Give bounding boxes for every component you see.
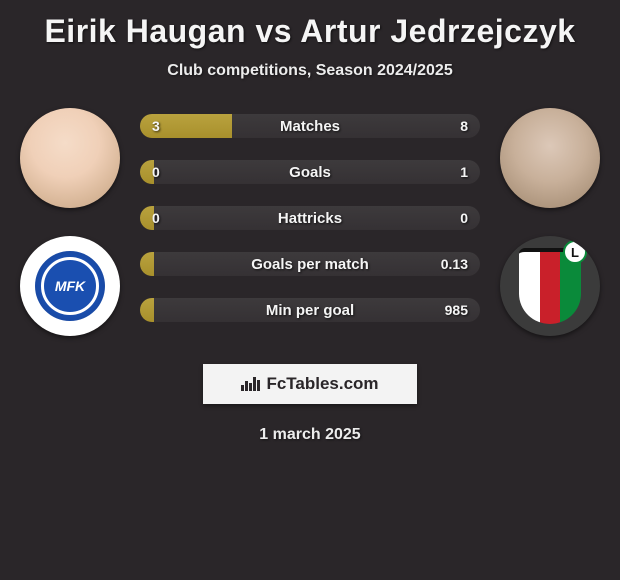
player-right-name: Artur Jedrzejczyk bbox=[300, 13, 575, 49]
stat-label: Min per goal bbox=[140, 302, 480, 319]
stat-row: 3Matches8 bbox=[140, 114, 480, 138]
left-side-column: MFK bbox=[10, 108, 130, 336]
club-right-logo bbox=[500, 236, 600, 336]
stat-row: Goals per match0.13 bbox=[140, 252, 480, 276]
stat-bars: 3Matches80Goals10Hattricks0Goals per mat… bbox=[130, 108, 490, 322]
stat-right-value: 8 bbox=[460, 118, 468, 134]
club-right-badge bbox=[519, 248, 581, 324]
stat-right-value: 0 bbox=[460, 210, 468, 226]
stat-row: Min per goal985 bbox=[140, 298, 480, 322]
stat-right-value: 985 bbox=[445, 302, 468, 318]
stat-label: Hattricks bbox=[140, 210, 480, 227]
stat-right-value: 0.13 bbox=[441, 256, 468, 272]
stat-label: Goals per match bbox=[140, 256, 480, 273]
brand-bars-icon bbox=[241, 377, 260, 391]
club-left-logo: MFK bbox=[20, 236, 120, 336]
club-left-badge: MFK bbox=[35, 251, 105, 321]
stat-row: 0Goals1 bbox=[140, 160, 480, 184]
compare-area: MFK 3Matches80Goals10Hattricks0Goals per… bbox=[0, 108, 620, 336]
brand-label: FcTables.com bbox=[266, 374, 378, 394]
stat-label: Matches bbox=[140, 118, 480, 135]
vs-separator: vs bbox=[255, 13, 292, 49]
subtitle: Club competitions, Season 2024/2025 bbox=[0, 62, 620, 80]
page-title: Eirik Haugan vs Artur Jedrzejczyk bbox=[0, 13, 620, 50]
club-left-initials: MFK bbox=[55, 278, 85, 294]
stat-row: 0Hattricks0 bbox=[140, 206, 480, 230]
brand-box: FcTables.com bbox=[203, 364, 417, 404]
right-side-column bbox=[490, 108, 610, 336]
stat-label: Goals bbox=[140, 164, 480, 181]
player-left-avatar bbox=[20, 108, 120, 208]
player-right-avatar bbox=[500, 108, 600, 208]
player-left-name: Eirik Haugan bbox=[44, 13, 246, 49]
stat-right-value: 1 bbox=[460, 164, 468, 180]
infographic-root: Eirik Haugan vs Artur Jedrzejczyk Club c… bbox=[0, 0, 620, 444]
date-label: 1 march 2025 bbox=[0, 426, 620, 444]
